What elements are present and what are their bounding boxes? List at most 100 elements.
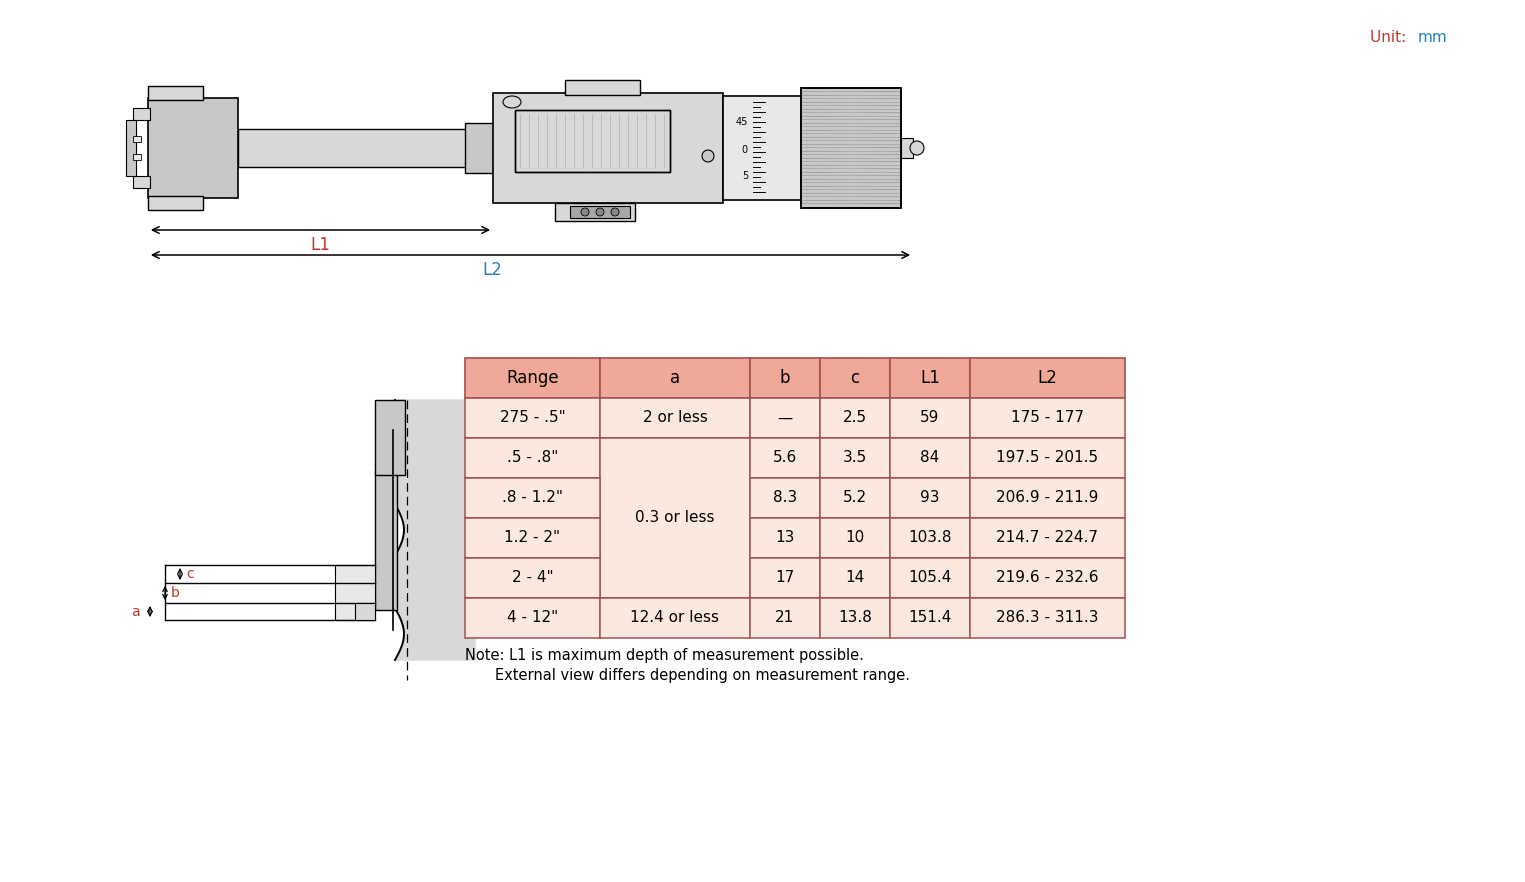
Polygon shape	[820, 558, 891, 598]
Polygon shape	[891, 558, 970, 598]
Text: 2 - 4": 2 - 4"	[512, 571, 554, 586]
Polygon shape	[820, 598, 891, 638]
Polygon shape	[599, 438, 750, 598]
Text: 5: 5	[741, 171, 747, 181]
Polygon shape	[465, 518, 599, 558]
Text: 21: 21	[775, 610, 795, 625]
Polygon shape	[336, 565, 375, 620]
Polygon shape	[555, 203, 634, 221]
Polygon shape	[465, 438, 599, 478]
Text: 105.4: 105.4	[909, 571, 952, 586]
Text: 151.4: 151.4	[909, 610, 952, 625]
Text: 197.5 - 201.5: 197.5 - 201.5	[996, 451, 1098, 466]
Text: 219.6 - 232.6: 219.6 - 232.6	[996, 571, 1098, 586]
Polygon shape	[127, 120, 136, 176]
Polygon shape	[820, 438, 891, 478]
Polygon shape	[750, 358, 820, 398]
Polygon shape	[570, 206, 630, 218]
Polygon shape	[133, 136, 140, 142]
Polygon shape	[750, 438, 820, 478]
Polygon shape	[375, 400, 406, 475]
Polygon shape	[891, 398, 970, 438]
Polygon shape	[133, 108, 149, 120]
Polygon shape	[515, 110, 669, 172]
Ellipse shape	[503, 96, 522, 108]
Polygon shape	[465, 598, 599, 638]
Polygon shape	[133, 154, 140, 160]
Text: 0: 0	[741, 145, 747, 155]
Polygon shape	[970, 478, 1125, 518]
Text: L1: L1	[311, 236, 331, 254]
Text: 12.4 or less: 12.4 or less	[630, 610, 720, 625]
Text: L2: L2	[482, 261, 502, 279]
Polygon shape	[599, 598, 750, 638]
Text: Note: L1 is maximum depth of measurement possible.: Note: L1 is maximum depth of measurement…	[465, 648, 863, 663]
Circle shape	[702, 150, 714, 162]
Polygon shape	[970, 438, 1125, 478]
Text: 4 - 12": 4 - 12"	[506, 610, 558, 625]
Polygon shape	[465, 123, 493, 173]
Polygon shape	[375, 470, 396, 610]
Polygon shape	[750, 518, 820, 558]
Polygon shape	[465, 478, 599, 518]
Text: 14: 14	[845, 571, 865, 586]
Text: 214.7 - 224.7: 214.7 - 224.7	[996, 530, 1098, 545]
Text: External view differs depending on measurement range.: External view differs depending on measu…	[496, 668, 910, 683]
Polygon shape	[970, 358, 1125, 398]
Text: 13: 13	[775, 530, 795, 545]
Polygon shape	[891, 598, 970, 638]
Polygon shape	[891, 438, 970, 478]
Text: 93: 93	[920, 490, 939, 505]
Polygon shape	[599, 398, 750, 438]
Polygon shape	[750, 478, 820, 518]
Polygon shape	[465, 398, 599, 438]
Circle shape	[910, 141, 924, 155]
Polygon shape	[465, 358, 599, 398]
Polygon shape	[820, 358, 891, 398]
Polygon shape	[820, 478, 891, 518]
Text: 59: 59	[920, 410, 939, 425]
Text: b: b	[171, 586, 180, 600]
Polygon shape	[386, 400, 474, 660]
Polygon shape	[355, 603, 375, 620]
Text: 13.8: 13.8	[839, 610, 872, 625]
Text: 1.2 - 2": 1.2 - 2"	[505, 530, 561, 545]
Text: b: b	[779, 369, 790, 387]
Polygon shape	[891, 518, 970, 558]
Text: 103.8: 103.8	[909, 530, 952, 545]
Text: 10: 10	[845, 530, 865, 545]
Text: mm: mm	[1418, 30, 1447, 45]
Polygon shape	[820, 398, 891, 438]
Polygon shape	[133, 176, 149, 188]
Text: 17: 17	[775, 571, 795, 586]
Polygon shape	[970, 398, 1125, 438]
Polygon shape	[970, 598, 1125, 638]
Text: 2.5: 2.5	[843, 410, 868, 425]
Polygon shape	[599, 358, 750, 398]
Circle shape	[596, 208, 604, 216]
Polygon shape	[801, 88, 901, 208]
Polygon shape	[493, 93, 723, 203]
Text: 0.3 or less: 0.3 or less	[636, 511, 715, 526]
Polygon shape	[564, 80, 640, 95]
Text: Unit:: Unit:	[1369, 30, 1411, 45]
Polygon shape	[750, 558, 820, 598]
Text: .5 - .8": .5 - .8"	[506, 451, 558, 466]
Text: .8 - 1.2": .8 - 1.2"	[502, 490, 563, 505]
Text: —: —	[778, 410, 793, 425]
Polygon shape	[820, 518, 891, 558]
Text: L2: L2	[1037, 369, 1057, 387]
Text: 5.2: 5.2	[843, 490, 868, 505]
Polygon shape	[465, 558, 599, 598]
Polygon shape	[891, 358, 970, 398]
Text: 45: 45	[735, 117, 747, 127]
Text: L1: L1	[920, 369, 939, 387]
Text: 206.9 - 211.9: 206.9 - 211.9	[996, 490, 1098, 505]
Polygon shape	[970, 518, 1125, 558]
Polygon shape	[148, 86, 203, 100]
Polygon shape	[970, 558, 1125, 598]
Polygon shape	[723, 96, 801, 200]
Text: 286.3 - 311.3: 286.3 - 311.3	[996, 610, 1098, 625]
Text: a: a	[669, 369, 680, 387]
Polygon shape	[750, 598, 820, 638]
